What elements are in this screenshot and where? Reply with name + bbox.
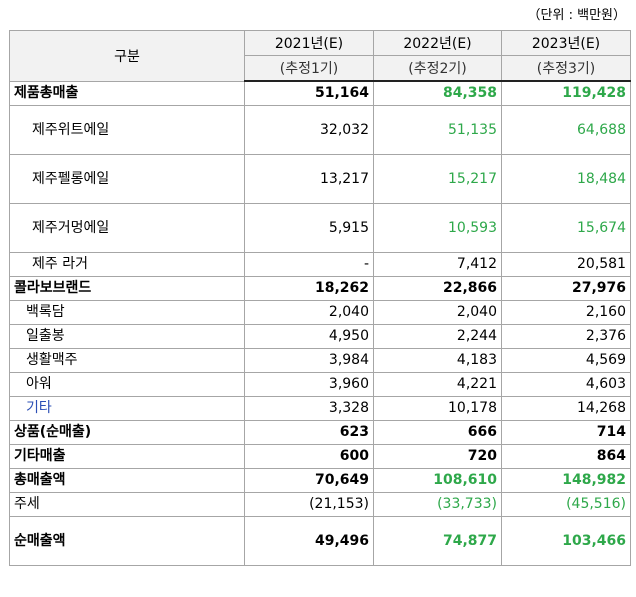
cell-2023: 2,160: [501, 300, 631, 325]
cell-2021: (21,153): [244, 492, 374, 517]
col-2022-period: (추정2기): [373, 55, 502, 82]
cell-2021: 49,496: [244, 516, 374, 566]
cell-2022: 84,358: [373, 80, 502, 106]
cell-2022: 7,412: [373, 252, 502, 277]
cell-2022: (33,733): [373, 492, 502, 517]
cell-2021: 70,649: [244, 468, 374, 493]
table-row: 백록담 2,040 2,040 2,160: [9, 300, 631, 325]
row-label: 생활맥주: [9, 348, 245, 373]
cell-2021: 2,040: [244, 300, 374, 325]
cell-2021: 51,164: [244, 80, 374, 106]
table-row: 총매출액 70,649 108,610 148,982: [9, 468, 631, 493]
table-row: 제주위트에일 32,032 51,135 64,688: [9, 105, 631, 155]
cell-2022: 108,610: [373, 468, 502, 493]
cell-2022: 15,217: [373, 154, 502, 204]
table-row: 상품(순매출) 623 666 714: [9, 420, 631, 445]
col-2021-period: (추정1기): [244, 55, 374, 82]
cell-2021: 5,915: [244, 203, 374, 253]
cell-2021: 3,328: [244, 396, 374, 421]
row-label: 주세: [9, 492, 245, 517]
cell-2021: 600: [244, 444, 374, 469]
row-label: 제주거멍에일: [9, 203, 245, 253]
row-label: 콜라보브랜드: [9, 276, 245, 301]
cell-2022: 51,135: [373, 105, 502, 155]
cell-2022: 22,866: [373, 276, 502, 301]
cell-2021: 32,032: [244, 105, 374, 155]
cell-2023: 14,268: [501, 396, 631, 421]
table-row: 기타 3,328 10,178 14,268: [9, 396, 631, 421]
col-2021-year: 2021년(E): [244, 30, 374, 56]
table-row: 제품총매출 51,164 84,358 119,428: [9, 80, 631, 106]
cell-value: 74,877: [442, 533, 497, 549]
table-row: 주세 (21,153) (33,733) (45,516): [9, 492, 631, 517]
cell-2021: 18,262: [244, 276, 374, 301]
category-header: 구분: [9, 30, 245, 82]
sales-table: 구분 2021년(E) 2022년(E) 2023년(E) (추정1기) (추정…: [9, 30, 631, 566]
cell-2021: 623: [244, 420, 374, 445]
cell-2023: 15,674: [501, 203, 631, 253]
cell-2023: 119,428: [501, 80, 631, 106]
row-label: 총매출액: [9, 468, 245, 493]
table-row: 생활맥주 3,984 4,183 4,569: [9, 348, 631, 373]
cell-value: 51,135: [448, 122, 497, 138]
row-label: 제주 라거: [9, 252, 245, 277]
col-2022-year: 2022년(E): [373, 30, 502, 56]
row-label: 제주펠롱에일: [9, 154, 245, 204]
row-label: 백록담: [9, 300, 245, 325]
cell-2022: 10,593: [373, 203, 502, 253]
cell-2022: 666: [373, 420, 502, 445]
table-row: 기타매출 600 720 864: [9, 444, 631, 469]
cell-2023: 20,581: [501, 252, 631, 277]
table-row: 아워 3,960 4,221 4,603: [9, 372, 631, 397]
cell-2023: 27,976: [501, 276, 631, 301]
cell-2023: 2,376: [501, 324, 631, 349]
cell-2021: -: [244, 252, 374, 277]
cell-value: 103,466: [562, 533, 626, 549]
cell-2022: 720: [373, 444, 502, 469]
cell-value: 64,688: [577, 122, 626, 138]
cell-2021: 4,950: [244, 324, 374, 349]
cell-value: 15,674: [577, 220, 626, 236]
cell-2023: 64,688: [501, 105, 631, 155]
cell-2021: 3,984: [244, 348, 374, 373]
cell-2022: 10,178: [373, 396, 502, 421]
cell-2023: 103,466: [501, 516, 631, 566]
cell-2022: 2,244: [373, 324, 502, 349]
cell-2023: (45,516): [501, 492, 631, 517]
col-2023-period: (추정3기): [501, 55, 631, 82]
table-row: 제주 라거 - 7,412 20,581: [9, 252, 631, 277]
row-label: 순매출액: [9, 516, 245, 566]
table-row: 제주거멍에일 5,915 10,593 15,674: [9, 203, 631, 253]
row-label: 일출봉: [9, 324, 245, 349]
cell-2023: 4,603: [501, 372, 631, 397]
cell-2023: 18,484: [501, 154, 631, 204]
cell-2023: 714: [501, 420, 631, 445]
row-label: 제품총매출: [9, 80, 245, 106]
cell-2022: 2,040: [373, 300, 502, 325]
header-row-years: 구분 2021년(E) 2022년(E) 2023년(E): [9, 30, 631, 82]
cell-2022: 4,183: [373, 348, 502, 373]
table-row: 순매출액 49,496 74,877 103,466: [9, 516, 631, 566]
cell-2021: 3,960: [244, 372, 374, 397]
cell-value: 15,217: [448, 171, 497, 187]
row-label: 상품(순매출): [9, 420, 245, 445]
row-label: 제주위트에일: [9, 105, 245, 155]
table-row: 일출봉 4,950 2,244 2,376: [9, 324, 631, 349]
row-label: 아워: [9, 372, 245, 397]
row-label: 기타: [9, 396, 245, 421]
row-label: 기타매출: [9, 444, 245, 469]
cell-2023: 864: [501, 444, 631, 469]
table-row: 콜라보브랜드 18,262 22,866 27,976: [9, 276, 631, 301]
cell-2023: 4,569: [501, 348, 631, 373]
unit-note: （단위 : 백만원）: [527, 8, 626, 23]
cell-2023: 148,982: [501, 468, 631, 493]
cell-2022: 4,221: [373, 372, 502, 397]
table-row: 제주펠롱에일 13,217 15,217 18,484: [9, 154, 631, 204]
cell-value: 18,484: [577, 171, 626, 187]
col-2023-year: 2023년(E): [501, 30, 631, 56]
cell-2022: 74,877: [373, 516, 502, 566]
cell-value: 10,593: [448, 220, 497, 236]
header-row-periods: (추정1기) (추정2기) (추정3기): [10, 55, 631, 82]
cell-2021: 13,217: [244, 154, 374, 204]
